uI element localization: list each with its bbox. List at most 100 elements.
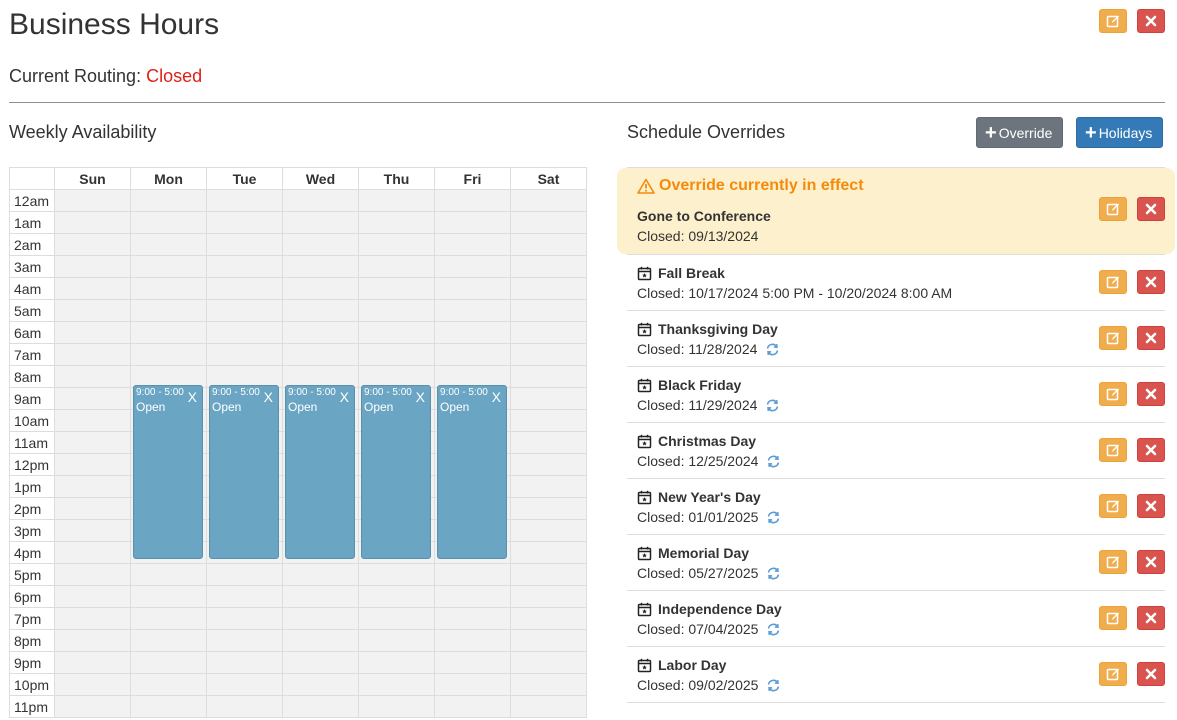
remove-event-button[interactable]: X (187, 389, 197, 405)
calendar-slot[interactable] (282, 321, 359, 344)
edit-active-override-button[interactable] (1099, 197, 1127, 221)
calendar-slot[interactable] (510, 497, 587, 520)
calendar-slot[interactable] (358, 343, 435, 366)
calendar-slot[interactable] (282, 343, 359, 366)
calendar-slot[interactable] (130, 255, 207, 278)
calendar-slot[interactable] (206, 629, 283, 652)
calendar-slot[interactable] (510, 189, 587, 212)
calendar-slot[interactable] (510, 211, 587, 234)
calendar-slot[interactable] (358, 299, 435, 322)
calendar-slot[interactable] (130, 695, 207, 718)
calendar-slot[interactable] (54, 673, 131, 696)
calendar-slot[interactable] (130, 607, 207, 630)
calendar-slot[interactable] (434, 673, 511, 696)
calendar-slot[interactable] (54, 497, 131, 520)
calendar-slot[interactable] (206, 255, 283, 278)
calendar-slot[interactable] (510, 233, 587, 256)
calendar-slot[interactable] (54, 233, 131, 256)
calendar-slot[interactable] (358, 189, 435, 212)
calendar-slot[interactable] (54, 475, 131, 498)
calendar-slot[interactable] (434, 607, 511, 630)
calendar-slot[interactable] (282, 695, 359, 718)
availability-block-tue[interactable]: 9:00 - 5:00 Open X (209, 385, 279, 559)
calendar-slot[interactable] (206, 651, 283, 674)
calendar-slot[interactable] (510, 255, 587, 278)
calendar-slot[interactable] (510, 321, 587, 344)
calendar-slot[interactable] (206, 673, 283, 696)
calendar-slot[interactable] (358, 563, 435, 586)
calendar-slot[interactable] (130, 585, 207, 608)
delete-page-button[interactable] (1137, 9, 1165, 33)
calendar-slot[interactable] (510, 409, 587, 432)
calendar-slot[interactable] (510, 343, 587, 366)
calendar-slot[interactable] (434, 585, 511, 608)
calendar-slot[interactable] (54, 387, 131, 410)
calendar-slot[interactable] (358, 629, 435, 652)
calendar-slot[interactable] (130, 277, 207, 300)
calendar-slot[interactable] (54, 453, 131, 476)
calendar-slot[interactable] (510, 299, 587, 322)
calendar-slot[interactable] (358, 651, 435, 674)
calendar-slot[interactable] (434, 189, 511, 212)
calendar-slot[interactable] (510, 585, 587, 608)
calendar-slot[interactable] (130, 233, 207, 256)
calendar-slot[interactable] (510, 519, 587, 542)
delete-override-button[interactable] (1137, 662, 1165, 686)
calendar-slot[interactable] (434, 629, 511, 652)
calendar-slot[interactable] (358, 277, 435, 300)
calendar-slot[interactable] (54, 277, 131, 300)
calendar-slot[interactable] (206, 607, 283, 630)
delete-override-button[interactable] (1137, 438, 1165, 462)
edit-override-button[interactable] (1099, 270, 1127, 294)
calendar-slot[interactable] (434, 695, 511, 718)
calendar-slot[interactable] (54, 365, 131, 388)
calendar-slot[interactable] (282, 673, 359, 696)
calendar-slot[interactable] (510, 541, 587, 564)
calendar-slot[interactable] (54, 651, 131, 674)
remove-event-button[interactable]: X (263, 389, 273, 405)
calendar-slot[interactable] (358, 321, 435, 344)
edit-page-button[interactable] (1099, 9, 1127, 33)
add-holidays-button[interactable]: + Holidays (1076, 117, 1164, 148)
calendar-slot[interactable] (206, 365, 283, 388)
calendar-slot[interactable] (282, 629, 359, 652)
calendar-slot[interactable] (510, 365, 587, 388)
calendar-slot[interactable] (54, 409, 131, 432)
calendar-slot[interactable] (510, 563, 587, 586)
availability-block-mon[interactable]: 9:00 - 5:00 Open X (133, 385, 203, 559)
calendar-slot[interactable] (130, 673, 207, 696)
delete-override-button[interactable] (1137, 606, 1165, 630)
calendar-slot[interactable] (510, 695, 587, 718)
calendar-slot[interactable] (206, 585, 283, 608)
calendar-slot[interactable] (510, 453, 587, 476)
calendar-slot[interactable] (510, 277, 587, 300)
edit-override-button[interactable] (1099, 662, 1127, 686)
calendar-slot[interactable] (282, 365, 359, 388)
calendar-slot[interactable] (206, 563, 283, 586)
calendar-slot[interactable] (54, 299, 131, 322)
calendar-slot[interactable] (434, 233, 511, 256)
delete-override-button[interactable] (1137, 550, 1165, 574)
calendar-slot[interactable] (510, 387, 587, 410)
edit-override-button[interactable] (1099, 382, 1127, 406)
availability-block-fri[interactable]: 9:00 - 5:00 Open X (437, 385, 507, 559)
calendar-slot[interactable] (358, 233, 435, 256)
calendar-slot[interactable] (434, 321, 511, 344)
calendar-slot[interactable] (358, 695, 435, 718)
add-override-button[interactable]: + Override (976, 117, 1064, 148)
calendar-slot[interactable] (282, 651, 359, 674)
calendar-slot[interactable] (282, 563, 359, 586)
delete-override-button[interactable] (1137, 270, 1165, 294)
calendar-slot[interactable] (206, 695, 283, 718)
calendar-slot[interactable] (282, 189, 359, 212)
calendar-slot[interactable] (130, 321, 207, 344)
calendar-slot[interactable] (54, 255, 131, 278)
remove-event-button[interactable]: X (415, 389, 425, 405)
calendar-slot[interactable] (358, 211, 435, 234)
calendar-slot[interactable] (206, 211, 283, 234)
calendar-slot[interactable] (510, 475, 587, 498)
remove-event-button[interactable]: X (491, 389, 501, 405)
calendar-slot[interactable] (358, 673, 435, 696)
calendar-slot[interactable] (510, 651, 587, 674)
calendar-slot[interactable] (358, 607, 435, 630)
